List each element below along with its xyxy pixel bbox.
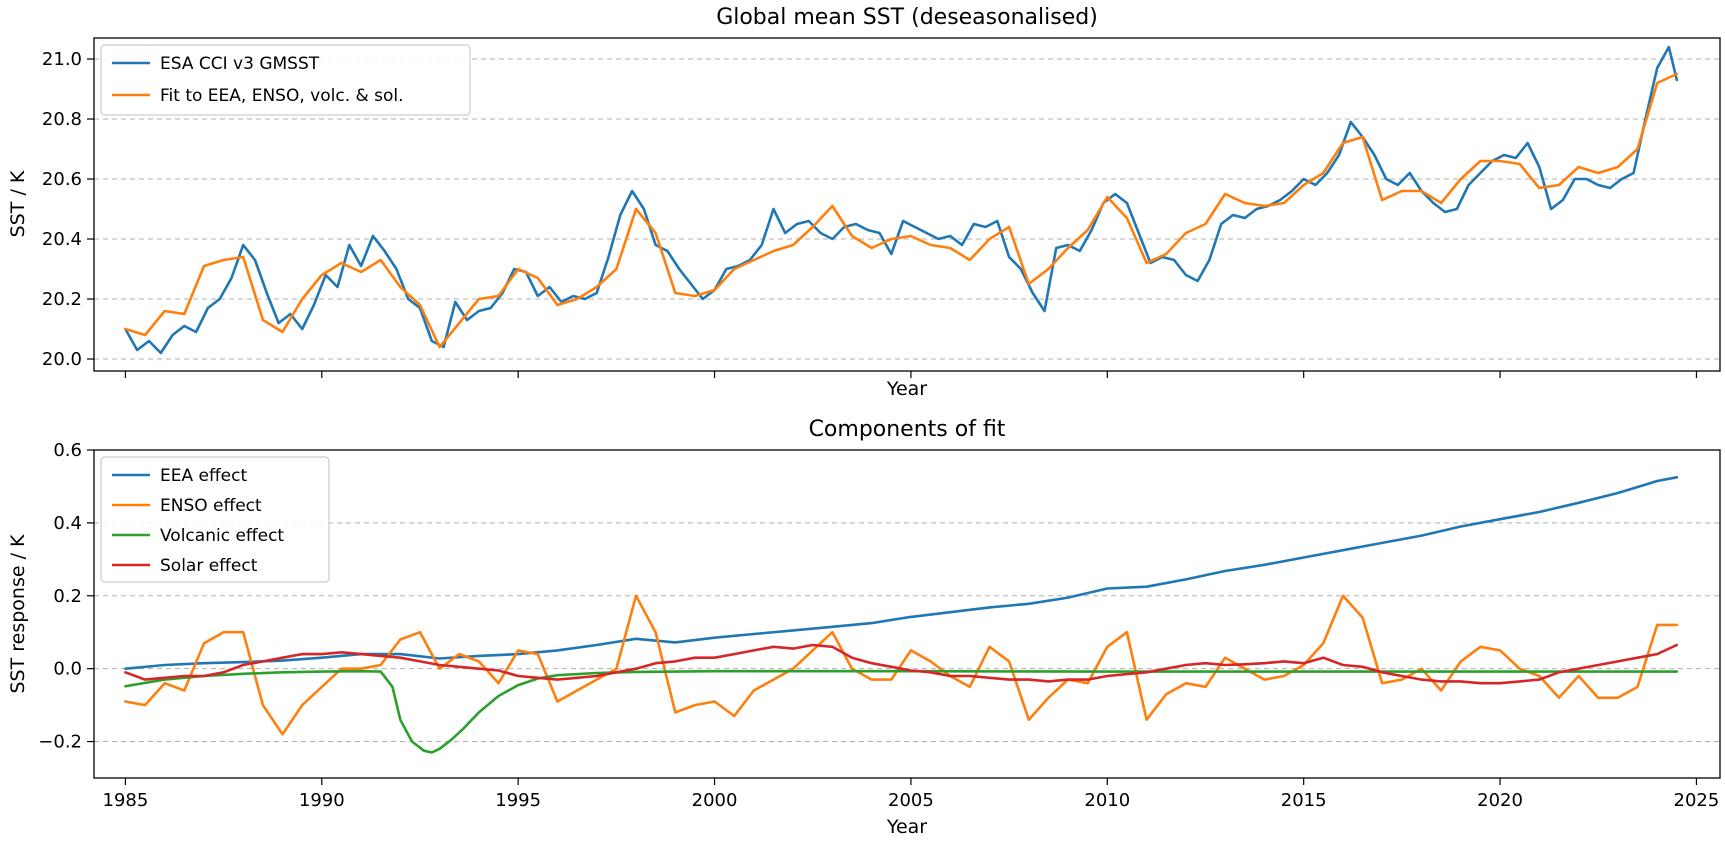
xticks-bottom: 1985 1990 1995 2000 2005 2010 2015 2020 2025	[103, 778, 1720, 811]
y-tick-label: 0.4	[53, 513, 82, 534]
y-tick-label: 20.8	[42, 109, 82, 130]
y-axis-label-top: SST / K	[7, 170, 29, 237]
legend-label-eea: EEA effect	[160, 466, 247, 486]
legend-label-volcanic: Volcanic effect	[160, 526, 284, 546]
legend-label-esa-cci: ESA CCI v3 GMSST	[160, 54, 320, 74]
panel-components-of-fit: −0.2 0.0 0.2 0.4 0.6 1985 1990 1995 2000 2005 201…	[7, 417, 1721, 838]
x-tick-label: 1995	[495, 790, 541, 811]
y-tick-label: 21.0	[42, 49, 82, 70]
x-tick-label: 1990	[299, 790, 345, 811]
y-tick-label: 0.6	[53, 440, 82, 461]
y-tick-label: 0.2	[53, 586, 82, 607]
series-bottom	[124, 475, 1679, 754]
yticks-top: 20.0 20.2 20.4 20.6 20.8 21.0	[42, 49, 94, 370]
legend-bottom: EEA effect ENSO effect Volcanic effect S…	[100, 456, 330, 583]
y-tick-label: 0.0	[53, 659, 82, 680]
legend-box-top	[100, 44, 471, 116]
y-axis-label-bottom: SST response / K	[7, 534, 29, 694]
grid-top	[94, 58, 1720, 360]
legend-top: ESA CCI v3 GMSST Fit to EEA, ENSO, volc.…	[100, 44, 471, 116]
x-tick-label: 2020	[1477, 790, 1523, 811]
x-tick-label: 2025	[1674, 790, 1720, 811]
legend-label-enso: ENSO effect	[160, 496, 262, 516]
series-line-eea-effect	[124, 475, 1679, 671]
x-tick-label: 2005	[888, 790, 934, 811]
series-line-solar-effect	[124, 643, 1679, 685]
axes-frame-bottom	[93, 449, 1721, 779]
series-top	[124, 45, 1679, 355]
legend-box-bottom	[100, 456, 330, 583]
plot-area-bottom	[94, 450, 1720, 778]
series-line-fit-to-eea-enso-volc-sol	[124, 72, 1679, 349]
legend-label-solar: Solar effect	[160, 556, 258, 576]
x-tick-label: 2010	[1084, 790, 1130, 811]
x-tick-label: 2000	[692, 790, 738, 811]
xticks-top	[124, 371, 1698, 378]
chart-title-top: Global mean SST (deseasonalised)	[716, 5, 1098, 30]
x-tick-label: 2015	[1281, 790, 1327, 811]
y-tick-label: 20.2	[42, 289, 82, 310]
axes-frame-top	[93, 37, 1721, 372]
y-tick-label: 20.6	[42, 169, 82, 190]
yticks-bottom: −0.2 0.0 0.2 0.4 0.6	[38, 440, 94, 753]
panel-global-mean-sst: 20.0 20.2 20.4 20.6 20.8 21.0 Global mean SST…	[7, 5, 1721, 400]
x-axis-label-bottom: Year	[886, 816, 927, 838]
x-tick-label: 1985	[103, 790, 149, 811]
x-axis-label-top: Year	[886, 378, 927, 400]
legend-label-fit: Fit to EEA, ENSO, volc. & sol.	[160, 86, 404, 106]
y-tick-label: 20.4	[42, 229, 82, 250]
y-tick-label: 20.0	[42, 349, 82, 370]
chart-title-bottom: Components of fit	[809, 417, 1006, 442]
y-tick-label: −0.2	[38, 732, 82, 753]
series-line-volcanic-effect	[124, 669, 1679, 754]
